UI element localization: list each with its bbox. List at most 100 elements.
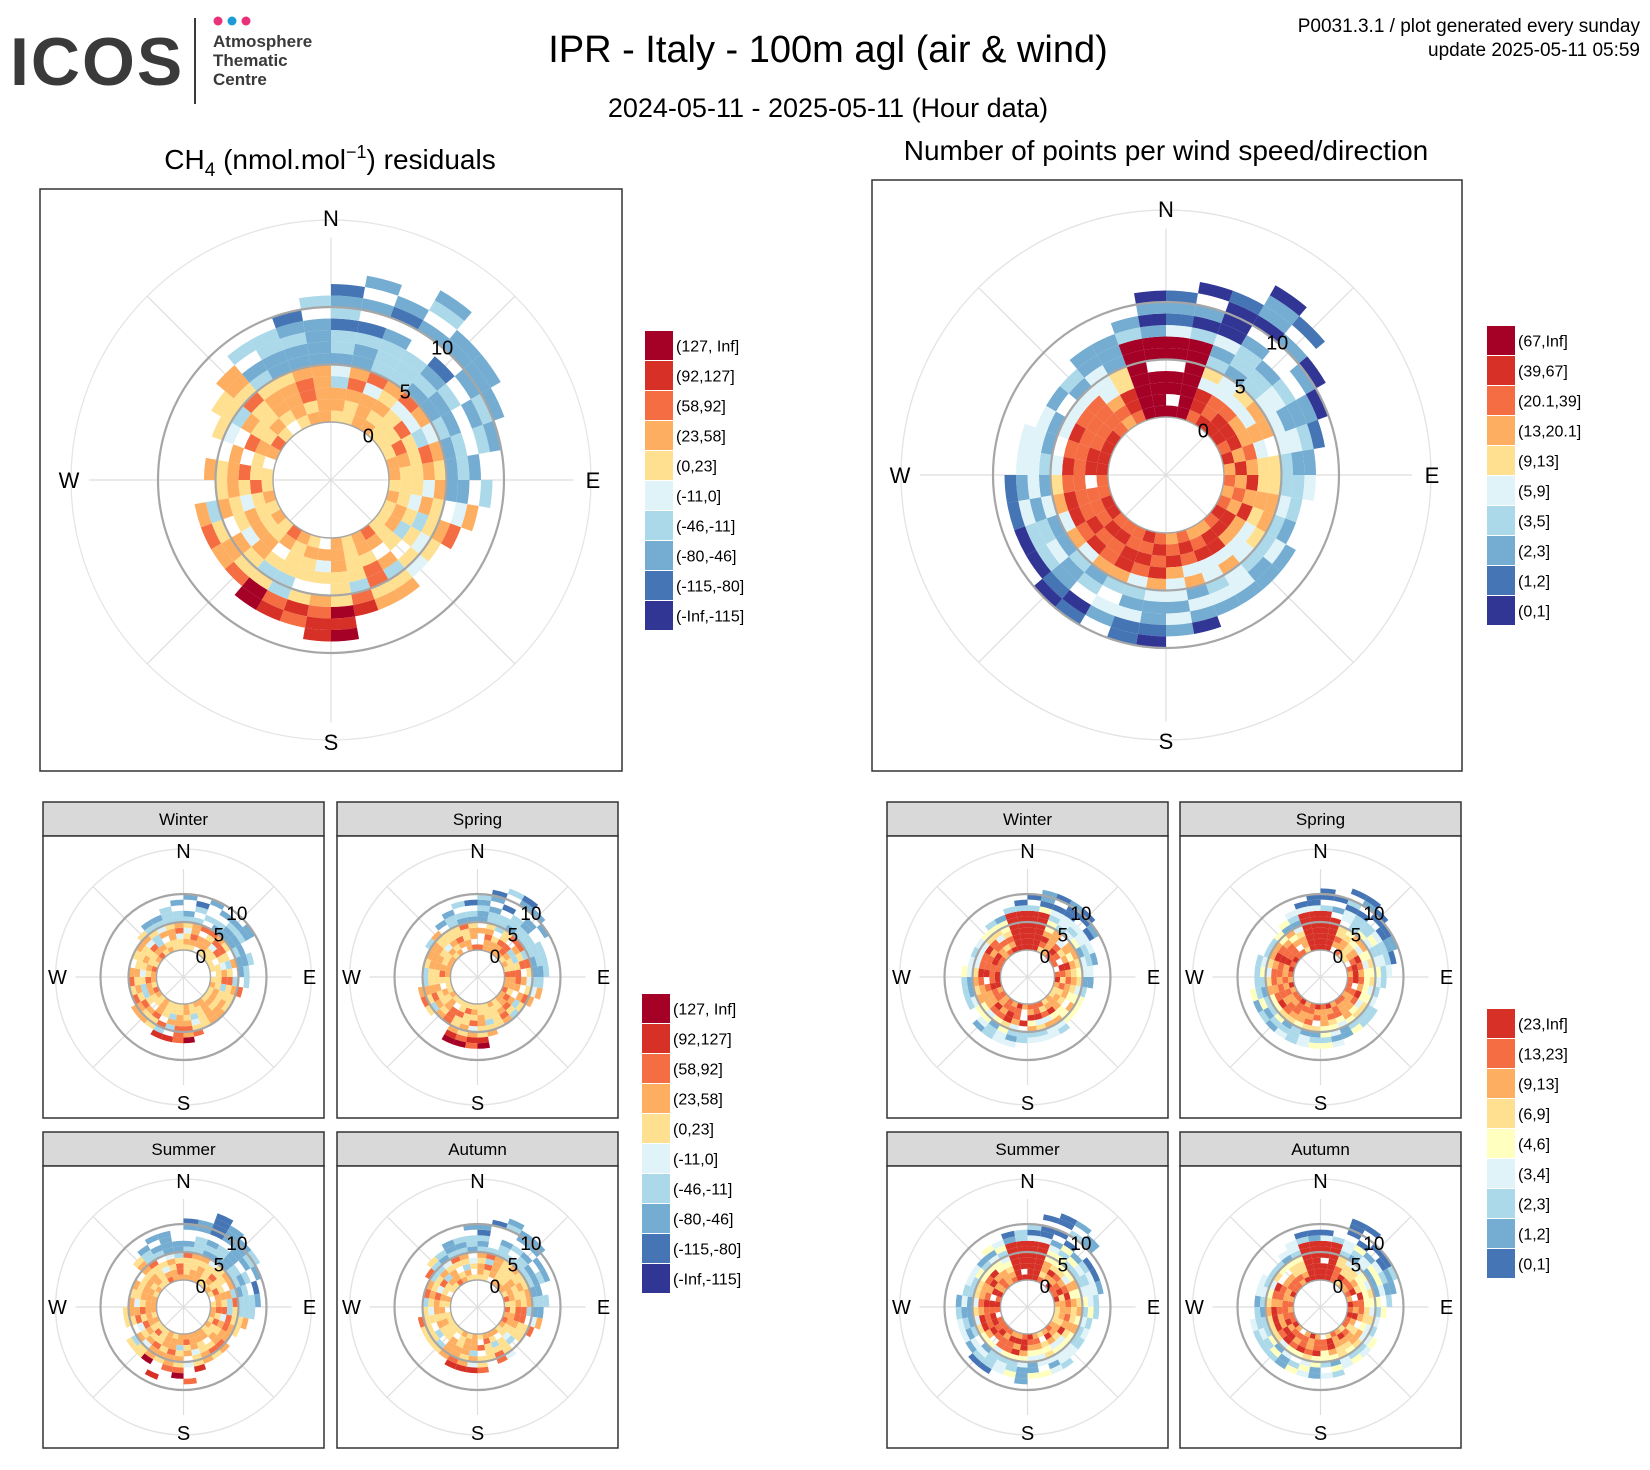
heat-cell <box>1320 1036 1332 1044</box>
heat-cell <box>441 988 450 997</box>
heat-cell <box>448 998 457 1007</box>
heat-cell <box>1002 1273 1012 1282</box>
heat-cell <box>397 546 420 569</box>
compass-s: S <box>1314 1093 1327 1115</box>
heat-cell <box>981 952 990 962</box>
heat-cell <box>382 328 412 351</box>
heat-cell <box>448 1328 457 1337</box>
heat-cell <box>141 1338 152 1350</box>
heat-cell <box>1034 933 1043 942</box>
heat-cell <box>1287 914 1300 925</box>
legend-label: (58,92] <box>676 398 726 415</box>
heat-cell <box>1021 1333 1028 1340</box>
heat-cell <box>1213 594 1241 616</box>
heat-cell <box>1309 1240 1321 1248</box>
heat-cell <box>1027 1274 1034 1281</box>
heat-cell <box>172 1036 184 1044</box>
speed-ring-5 <box>1049 358 1283 592</box>
heat-cell <box>496 920 508 930</box>
heat-cell <box>443 943 453 953</box>
heat-cell <box>426 1256 439 1268</box>
heat-cell <box>212 996 222 1006</box>
heat-cell <box>196 935 206 944</box>
icos-logo: ICOS Atmosphere Thematic Centre <box>10 16 312 104</box>
heat-cell <box>506 1278 516 1288</box>
heat-cell <box>436 955 445 964</box>
heat-cell <box>341 411 355 426</box>
heat-cell <box>177 1003 184 1010</box>
heat-cell <box>250 520 269 540</box>
heat-cell <box>183 1251 194 1259</box>
heat-cell <box>1277 962 1285 971</box>
heat-cell <box>247 1250 261 1266</box>
heat-cell <box>994 1323 1003 1332</box>
heat-cell <box>345 388 363 404</box>
heat-cell <box>170 1337 178 1345</box>
heat-cell <box>425 1279 435 1291</box>
heat-cell <box>221 1307 228 1315</box>
heat-cell <box>477 1036 489 1044</box>
heat-cell <box>1287 971 1294 977</box>
heat-cell <box>314 387 331 401</box>
heat-cell <box>999 939 1009 948</box>
heat-cell <box>1335 930 1346 940</box>
heat-cell <box>490 895 506 905</box>
heat-cell <box>984 1292 992 1301</box>
heat-cell <box>1332 1039 1346 1048</box>
heat-cell <box>477 1263 486 1270</box>
heat-cell <box>449 1006 459 1015</box>
heat-cell <box>464 1007 472 1015</box>
heat-cell <box>491 889 508 899</box>
heat-cell <box>431 416 451 441</box>
heat-cell <box>519 938 530 950</box>
heat-cell <box>1285 1014 1296 1025</box>
heat-cell <box>502 904 517 915</box>
heat-cell <box>150 1244 163 1255</box>
legend-swatch <box>1487 1159 1515 1188</box>
heat-cell <box>284 550 304 567</box>
heat-cell <box>477 905 490 912</box>
heat-cell <box>1345 929 1356 940</box>
heat-cell <box>145 1293 153 1302</box>
heat-cell <box>144 1254 156 1265</box>
heat-cell <box>1097 451 1112 465</box>
heat-cell <box>525 1276 535 1289</box>
heat-cell <box>1052 1323 1061 1332</box>
heat-cell <box>1361 960 1370 970</box>
heat-cell <box>504 1301 511 1307</box>
heat-cell <box>506 948 516 958</box>
heat-cell <box>449 939 459 948</box>
heat-cell <box>513 983 521 992</box>
heat-cell <box>1277 1353 1291 1365</box>
heat-cell <box>155 939 165 948</box>
heat-cell <box>188 1332 195 1340</box>
heat-cell <box>1274 1342 1286 1354</box>
heat-cell <box>1084 954 1093 967</box>
heat-cell <box>137 1342 149 1354</box>
heat-cell <box>1348 1335 1359 1345</box>
heat-cell <box>1080 909 1096 924</box>
grid-spoke <box>477 976 569 1068</box>
heat-cell <box>183 1240 195 1248</box>
heat-cell <box>1027 1344 1036 1351</box>
heat-cell <box>965 997 975 1011</box>
heat-cell <box>134 977 141 986</box>
heat-cell <box>1288 1010 1299 1020</box>
grid-circle-outer <box>898 1178 1157 1436</box>
heat-cell <box>229 1264 241 1277</box>
heat-cell <box>194 1363 207 1373</box>
heat-cell <box>1185 409 1201 425</box>
heat-cell <box>1060 1285 1069 1294</box>
heat-cell <box>1355 1342 1367 1354</box>
heat-cell <box>142 990 151 999</box>
heat-cells <box>961 889 1100 1048</box>
heat-cell <box>477 1042 490 1049</box>
heat-cell <box>1038 941 1047 949</box>
heat-cell <box>523 1264 535 1277</box>
heat-cell <box>1059 1307 1066 1314</box>
legend-label: (-46,-11] <box>673 1181 732 1198</box>
heat-cell <box>496 1269 506 1278</box>
heat-cell <box>477 944 484 951</box>
heat-cell <box>1068 1290 1077 1300</box>
heat-cell <box>1363 968 1370 977</box>
